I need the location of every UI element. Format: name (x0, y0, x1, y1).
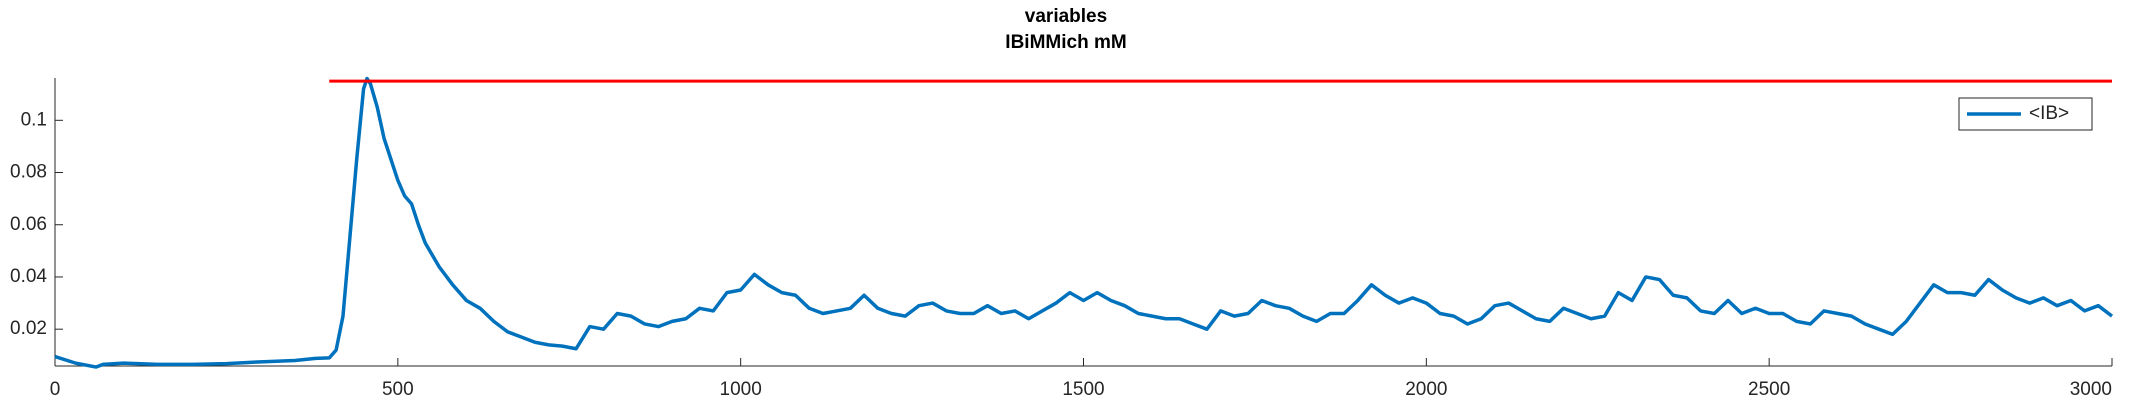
chart-subtitle: IBiMMich mM (1005, 32, 1126, 53)
x-tick-label: 3000 (2070, 379, 2112, 400)
x-tick-label: 0 (50, 379, 61, 400)
x-tick-label: 1000 (720, 379, 762, 400)
y-tick-label: 0.02 (10, 318, 47, 339)
chart-title: variables (1025, 6, 1107, 27)
data-line (54, 76, 2114, 369)
x-tick-label: 2000 (1405, 379, 1447, 400)
y-tick-label: 0.06 (10, 214, 47, 235)
y-tick-label: 0.1 (21, 109, 47, 130)
y-tick-label: 0.08 (10, 162, 47, 183)
y-tick-label: 0.04 (10, 266, 47, 287)
x-tick-label: 1500 (1062, 379, 1104, 400)
x-tick-label: 500 (382, 379, 414, 400)
x-tick-label: 2500 (1748, 379, 1790, 400)
legend-label: <IB> (2029, 103, 2069, 124)
